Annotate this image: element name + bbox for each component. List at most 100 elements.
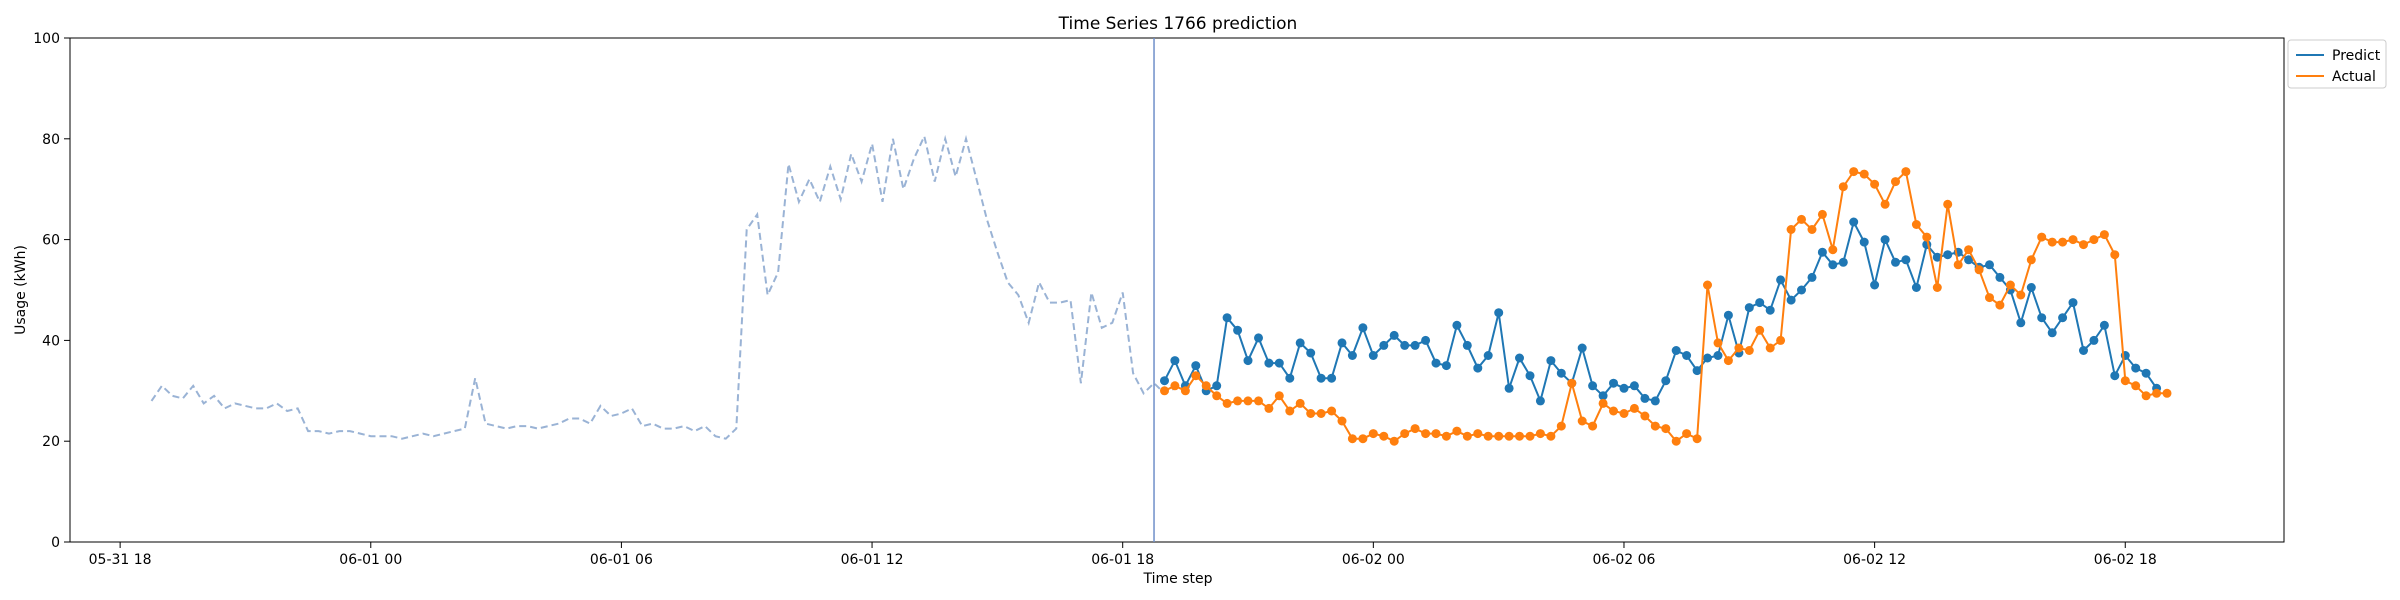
data-point-predict xyxy=(1671,346,1681,355)
legend-label-actual: Actual xyxy=(2332,69,2376,85)
data-point-actual xyxy=(1723,356,1733,366)
data-point-actual xyxy=(1462,431,1472,441)
data-point-actual xyxy=(1556,421,1566,431)
data-point-actual xyxy=(1525,431,1535,441)
data-point-predict xyxy=(1723,310,1733,320)
data-point-actual xyxy=(1567,378,1577,388)
data-point-actual xyxy=(1191,371,1201,381)
data-point-predict xyxy=(1254,333,1263,343)
chart-title: Time Series 1766 prediction xyxy=(1058,14,1298,34)
data-point-actual xyxy=(1274,391,1284,401)
data-point-actual xyxy=(1316,409,1326,418)
data-point-actual xyxy=(1410,424,1420,434)
data-point-predict xyxy=(2047,328,2057,338)
data-point-predict xyxy=(1473,363,1483,373)
data-point-predict xyxy=(1964,255,1974,265)
data-point-actual xyxy=(1264,403,1274,413)
data-point-predict xyxy=(1797,285,1806,295)
x-tick-label: 06-01 06 xyxy=(590,552,653,568)
data-point-predict xyxy=(1817,247,1827,257)
data-point-predict xyxy=(1421,335,1431,345)
data-point-predict xyxy=(1661,376,1671,386)
data-point-predict xyxy=(1870,280,1880,290)
data-point-predict xyxy=(1995,272,2005,282)
x-tick-label: 05-31 18 xyxy=(89,552,152,568)
data-point-predict xyxy=(1859,237,1869,247)
data-point-predict xyxy=(1828,260,1838,270)
data-point-actual xyxy=(1180,386,1190,396)
data-point-actual xyxy=(2120,376,2130,386)
data-point-predict xyxy=(1838,257,1848,267)
data-point-actual xyxy=(2047,237,2057,247)
data-point-predict xyxy=(1535,396,1545,406)
data-point-predict xyxy=(1556,368,1566,378)
data-point-actual xyxy=(2026,255,2036,265)
data-point-predict xyxy=(1588,381,1598,391)
data-point-actual xyxy=(1212,391,1222,401)
data-point-actual xyxy=(2141,391,2151,401)
data-point-predict xyxy=(1441,361,1451,371)
data-point-predict xyxy=(1755,298,1765,308)
data-point-actual xyxy=(1535,429,1545,439)
data-point-actual xyxy=(1807,225,1817,234)
data-point-actual xyxy=(1734,343,1744,353)
data-point-predict xyxy=(1525,371,1535,381)
data-point-predict xyxy=(1160,376,1169,386)
data-point-actual xyxy=(1473,429,1483,439)
data-point-predict xyxy=(1243,356,1253,366)
data-point-actual xyxy=(1838,182,1848,192)
data-point-actual xyxy=(1932,283,1942,292)
data-point-actual xyxy=(2099,230,2109,240)
data-point-actual xyxy=(2037,232,2047,242)
data-point-actual xyxy=(1797,214,1806,224)
data-point-actual xyxy=(1170,381,1180,391)
data-point-actual xyxy=(1671,436,1681,446)
data-point-predict xyxy=(1347,351,1357,360)
data-point-predict xyxy=(1682,351,1692,360)
data-point-actual xyxy=(1922,232,1932,242)
data-point-predict xyxy=(1212,381,1222,391)
data-point-predict xyxy=(1619,383,1629,393)
x-tick-label: 06-01 18 xyxy=(1091,552,1154,568)
y-axis: 0 20 40 60 80 100 xyxy=(33,31,70,551)
legend: Predict Actual xyxy=(2287,39,2387,89)
data-point-actual xyxy=(1483,431,1493,441)
data-point-actual xyxy=(1870,179,1880,189)
data-point-actual xyxy=(1285,406,1295,416)
data-point-predict xyxy=(1703,353,1712,363)
x-tick-label: 06-01 12 xyxy=(841,552,904,568)
legend-label-predict: Predict xyxy=(2332,48,2381,64)
data-point-actual xyxy=(1452,426,1462,436)
x-tick-label: 06-01 00 xyxy=(339,552,402,568)
data-point-actual xyxy=(1703,280,1712,290)
data-point-actual xyxy=(1985,293,1994,303)
data-point-actual xyxy=(1546,431,1556,441)
data-point-actual xyxy=(1368,429,1378,439)
data-point-actual xyxy=(1347,434,1357,444)
y-tick-label: 60 xyxy=(42,233,60,249)
data-point-predict xyxy=(1379,340,1389,350)
data-point-actual xyxy=(1504,431,1514,441)
data-point-actual xyxy=(1160,386,1169,396)
data-point-actual xyxy=(1891,177,1900,187)
data-point-actual xyxy=(1254,396,1263,406)
data-point-actual xyxy=(1943,199,1953,209)
data-point-predict xyxy=(1776,275,1786,285)
data-point-predict xyxy=(1368,351,1378,360)
data-point-predict xyxy=(1932,252,1942,262)
data-point-predict xyxy=(1358,323,1368,333)
data-point-predict xyxy=(2068,298,2078,308)
data-point-predict xyxy=(2079,346,2088,355)
data-point-actual xyxy=(1849,167,1859,177)
data-point-predict xyxy=(1692,366,1702,376)
data-point-actual xyxy=(1995,300,2005,310)
data-point-actual xyxy=(1358,434,1368,444)
data-point-predict xyxy=(2016,318,2026,328)
data-point-actual xyxy=(1421,429,1431,439)
data-point-predict xyxy=(2089,335,2099,345)
data-point-predict xyxy=(1640,393,1650,403)
data-point-actual xyxy=(2162,388,2172,398)
data-point-predict xyxy=(1494,308,1504,318)
data-point-actual xyxy=(1682,429,1692,439)
